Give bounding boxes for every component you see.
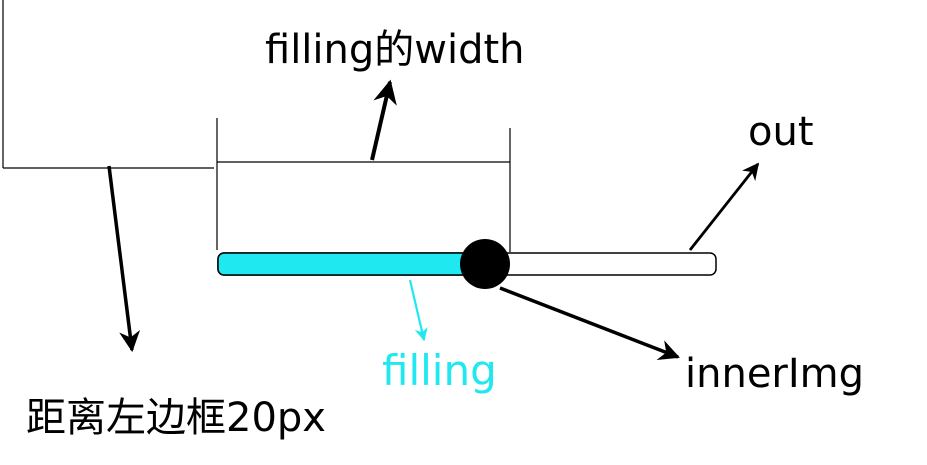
inner-img-knob <box>460 239 510 289</box>
inner-img-arrow <box>499 286 680 360</box>
inner-img-label: innerImg <box>685 351 865 397</box>
out-label: out <box>748 109 814 155</box>
out-arrow <box>688 162 760 251</box>
distance-arrow <box>107 165 141 353</box>
filling-label: filling <box>382 346 497 395</box>
filling-width-label: filling的width <box>265 27 525 73</box>
left-distance-label: 距离左边框20px <box>26 395 326 441</box>
filling-bar <box>217 252 487 276</box>
filling-width-arrow <box>370 79 397 161</box>
filling-arrow <box>408 279 428 342</box>
